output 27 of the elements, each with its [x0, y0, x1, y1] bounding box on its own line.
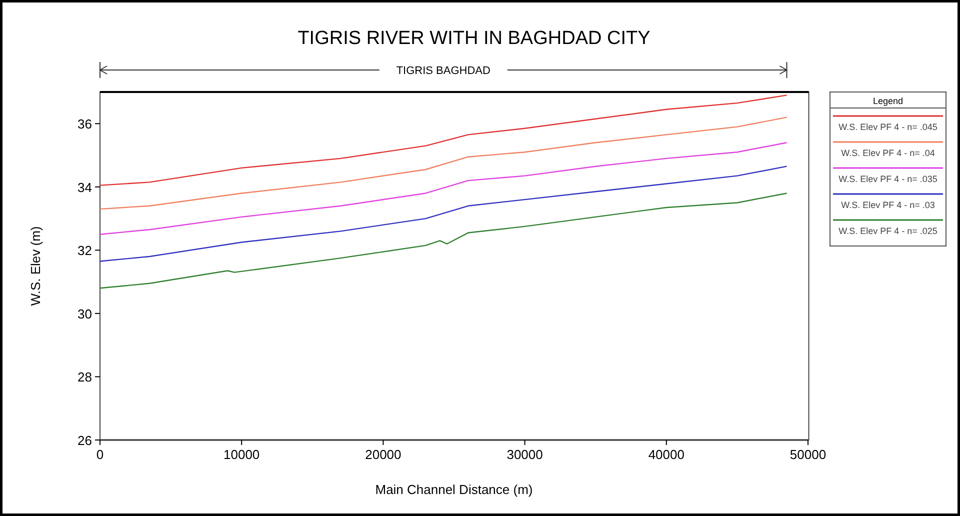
y-tick-label: 34: [78, 180, 92, 195]
x-tick-label: 20000: [365, 447, 402, 462]
y-tick-label: 28: [78, 370, 92, 385]
line-series: [99, 142, 788, 235]
chart-title: TIGRIS RIVER WITH IN BAGHDAD CITY: [298, 28, 651, 49]
text: W.S. Elev PF 4 - n= .045: [838, 122, 938, 132]
x-tick-label: 30000: [506, 447, 543, 462]
text: W.S. Elev PF 4 - n= .04: [841, 148, 935, 158]
line-series: [99, 94, 788, 186]
x-tick-label: 10000: [224, 447, 260, 462]
line-series: [99, 192, 788, 289]
y-axis-title: W.S. Elev (m): [28, 226, 43, 306]
text: TIGRIS BAGHDAD: [396, 65, 490, 77]
text: W.S. Elev PF 4 - n= .035: [838, 174, 938, 184]
y-tick-label: 32: [78, 243, 92, 258]
x-axis-title: Main Channel Distance (m): [375, 482, 533, 497]
x-tick-label: 50000: [790, 447, 826, 462]
y-tick-label: 36: [78, 116, 92, 132]
line-series: [99, 166, 788, 262]
text: W.S. Elev PF 4 - n= .03: [841, 200, 935, 210]
legend-title: Legend: [872, 96, 904, 106]
x-tick-label: 0: [96, 447, 104, 462]
line-series: [99, 116, 788, 210]
y-tick-label: 26: [78, 433, 92, 448]
x-tick-label: 40000: [648, 447, 684, 462]
y-tick-label: 30: [78, 306, 92, 322]
text: W.S. Elev PF 4 - n= .025: [838, 226, 938, 236]
